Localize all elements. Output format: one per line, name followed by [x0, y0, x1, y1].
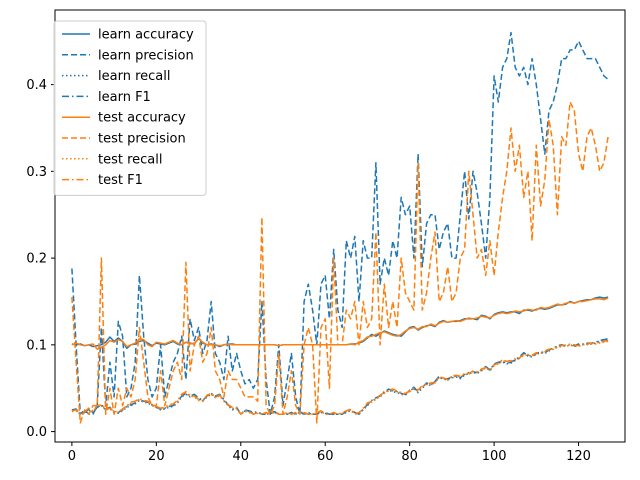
- series-line-test-precision: [71, 101, 609, 424]
- series-line-learn-f1: [71, 338, 609, 415]
- legend-box: [53, 20, 207, 196]
- legend-entry-label: learn F1: [98, 90, 151, 105]
- y-tick-label: 0.2: [26, 252, 47, 267]
- x-tick-label: 40: [233, 449, 250, 464]
- x-tick-label: 120: [566, 449, 591, 464]
- legend-entry-label: test precision: [98, 132, 186, 147]
- axes-spines: [54, 9, 626, 443]
- y-tick-label: 0.1: [26, 338, 47, 353]
- series-line-test-f1: [71, 339, 609, 415]
- x-tick-label: 80: [401, 449, 418, 464]
- legend-entry-label: learn recall: [98, 69, 170, 84]
- legend-entry-label: test F1: [98, 173, 143, 188]
- legend-entry-label: test recall: [98, 152, 163, 167]
- axes-layer: 0 20 40 60 80 100 120 0.0 0.1 0.2 0.3 0.4: [26, 9, 626, 464]
- legend-entry-label: test accuracy: [98, 111, 186, 126]
- legend-entry-label: learn accuracy: [98, 28, 194, 43]
- legend: learn accuracy learn precision learn recal…: [53, 20, 207, 196]
- series-line-learn-precision: [71, 31, 609, 415]
- y-tick-label: 0.0: [26, 425, 47, 440]
- series-layer: [71, 31, 609, 424]
- y-tick-label: 0.4: [26, 78, 47, 93]
- x-tick-label: 100: [482, 449, 507, 464]
- x-tick-label: 0: [68, 449, 76, 464]
- legend-entry-label: learn precision: [98, 48, 194, 63]
- x-tick-label: 20: [148, 449, 165, 464]
- y-tick-label: 0.3: [26, 165, 47, 180]
- x-tick-label: 60: [317, 449, 334, 464]
